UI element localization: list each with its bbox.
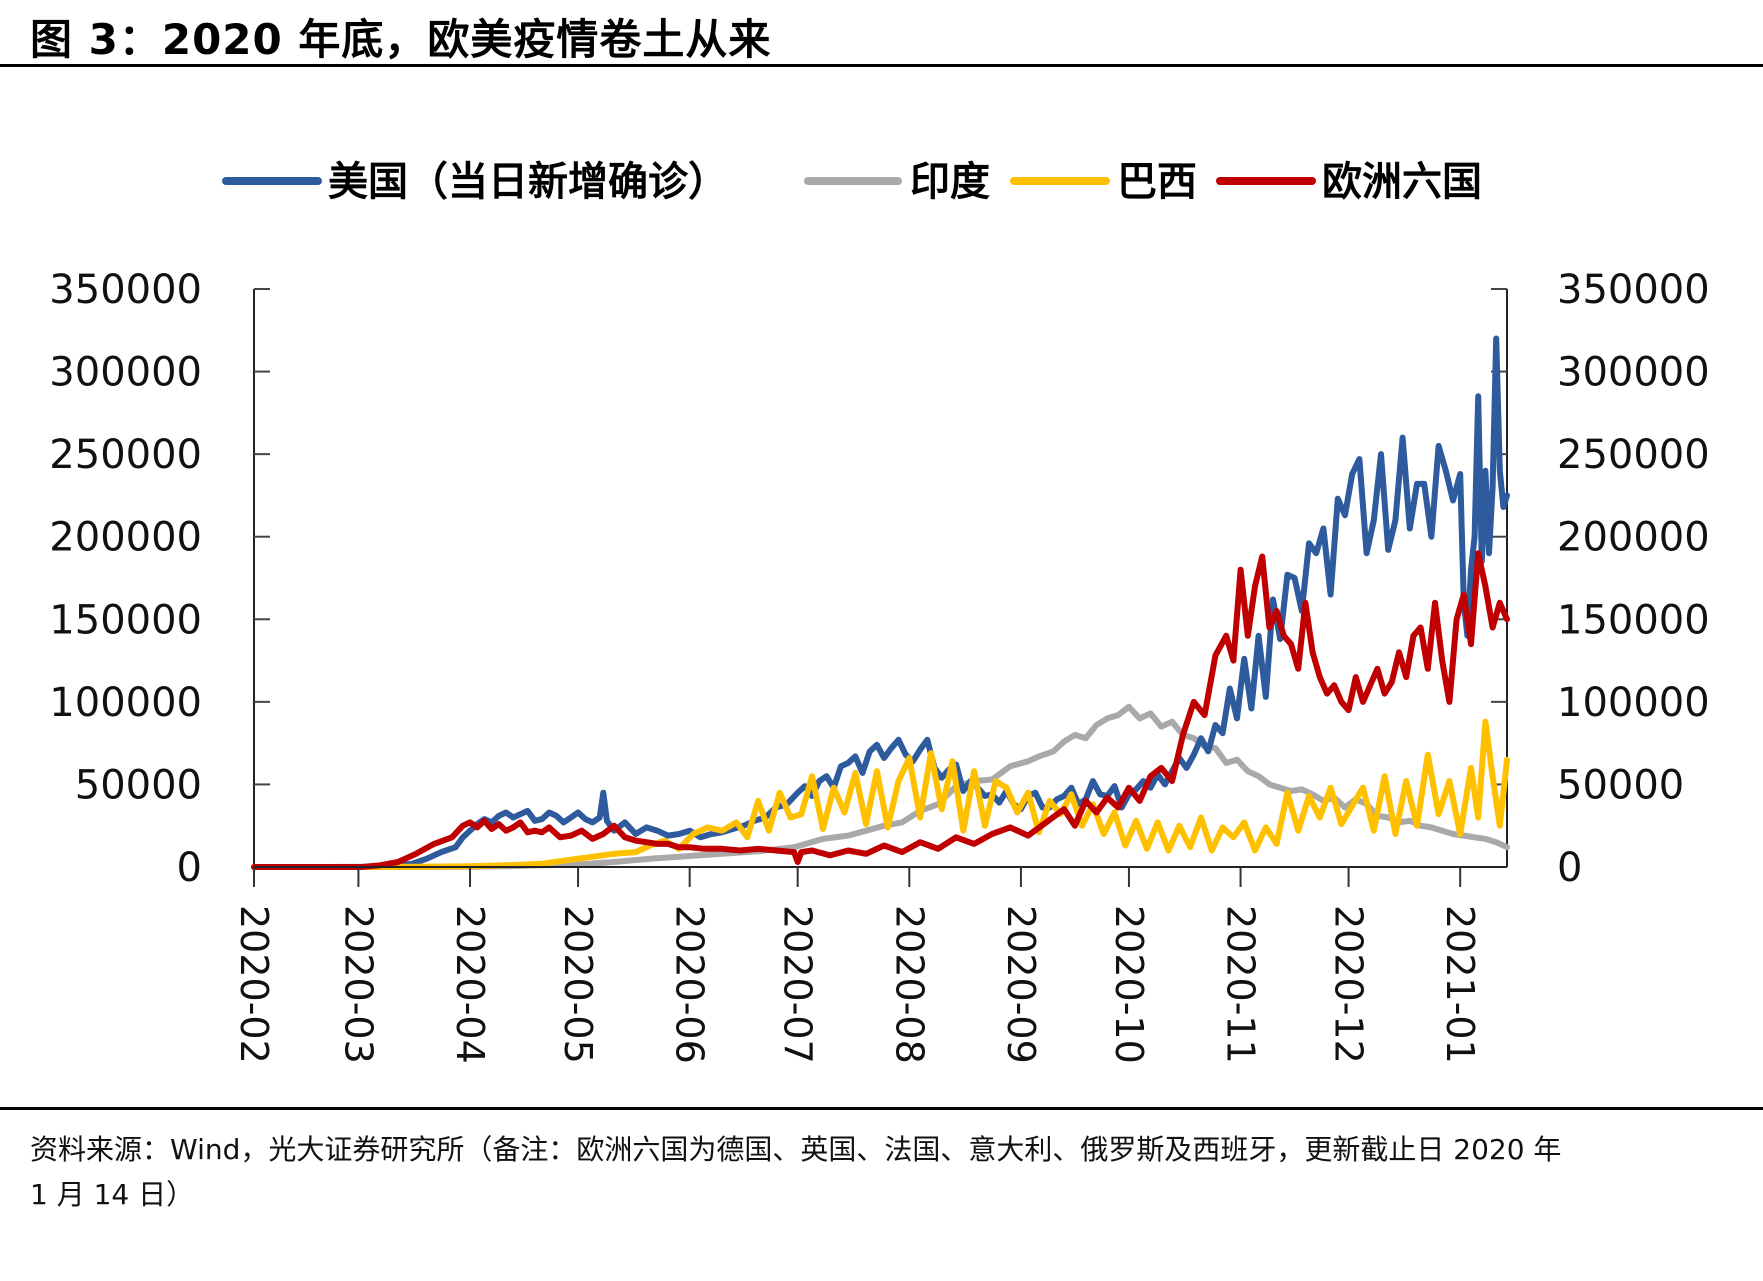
series-line-3 [251, 550, 1510, 870]
right-y-tick-label: 50000 [1557, 762, 1684, 808]
x-tick-label: 2020-04 [448, 905, 492, 1064]
x-tick-label: 2020-07 [776, 905, 820, 1064]
left-y-tick-label: 150000 [49, 597, 202, 643]
series-line-1 [251, 703, 1510, 870]
right-y-tick-label: 100000 [1557, 680, 1710, 726]
x-tick-label: 2020-02 [232, 905, 276, 1064]
x-tick-label: 2020-10 [1107, 905, 1151, 1064]
left-y-tick-label: 50000 [75, 762, 202, 808]
right-y-tick-label: 250000 [1557, 432, 1710, 478]
right-y-tick-label: 150000 [1557, 597, 1710, 643]
x-tick-label: 2020-09 [999, 905, 1043, 1064]
right-y-tick-label: 0 [1557, 845, 1582, 891]
x-tick-label: 2020-06 [668, 905, 712, 1064]
right-y-tick-label: 350000 [1557, 267, 1710, 313]
x-tick-label: 2020-11 [1219, 905, 1263, 1064]
source-note-line-2: 1 月 14 日） [30, 1178, 195, 1211]
series-line-2 [251, 718, 1510, 870]
x-tick-label: 2021-01 [1438, 905, 1482, 1064]
left-y-tick-label: 0 [177, 845, 202, 891]
series-layer [251, 335, 1510, 870]
legend-label-0: 美国（当日新增确诊） [328, 159, 728, 205]
line-chart: 美国（当日新增确诊） 印度 巴西 欧洲六国 0 50000 100000 150000 200… [49, 159, 1710, 1064]
x-tick-label: 2020-05 [556, 905, 600, 1064]
right-y-tick-label: 200000 [1557, 515, 1710, 561]
legend-label-1: 印度 [910, 159, 990, 205]
right-y-axis: 0 50000 100000 150000 200000 250000 300000 3500… [1491, 267, 1710, 891]
legend: 美国（当日新增确诊） 印度 巴西 欧洲六国 [222, 159, 1482, 205]
left-y-tick-label: 350000 [49, 267, 202, 313]
left-y-tick-label: 200000 [49, 515, 202, 561]
legend-label-2: 巴西 [1117, 159, 1197, 205]
figure-title: 图 3：2020 年底，欧美疫情卷土从来 [30, 15, 772, 64]
right-y-tick-label: 300000 [1557, 350, 1710, 396]
x-axis: 2020-02 2020-03 2020-04 2020-05 2020-06 2020-… [232, 866, 1507, 1064]
source-rule [0, 1107, 1763, 1110]
x-tick-label: 2020-12 [1327, 905, 1371, 1064]
left-y-tick-label: 300000 [49, 350, 202, 396]
left-y-axis: 0 50000 100000 150000 200000 250000 300000 3500… [49, 267, 270, 891]
source-note-line-1: 资料来源：Wind，光大证券研究所（备注：欧洲六国为德国、英国、法国、意大利、俄… [30, 1133, 1562, 1166]
left-y-tick-label: 250000 [49, 432, 202, 478]
left-y-tick-label: 100000 [49, 680, 202, 726]
x-tick-label: 2020-03 [336, 905, 380, 1064]
x-tick-label: 2020-08 [887, 905, 931, 1064]
legend-label-3: 欧洲六国 [1322, 159, 1482, 205]
title-rule [0, 64, 1763, 67]
